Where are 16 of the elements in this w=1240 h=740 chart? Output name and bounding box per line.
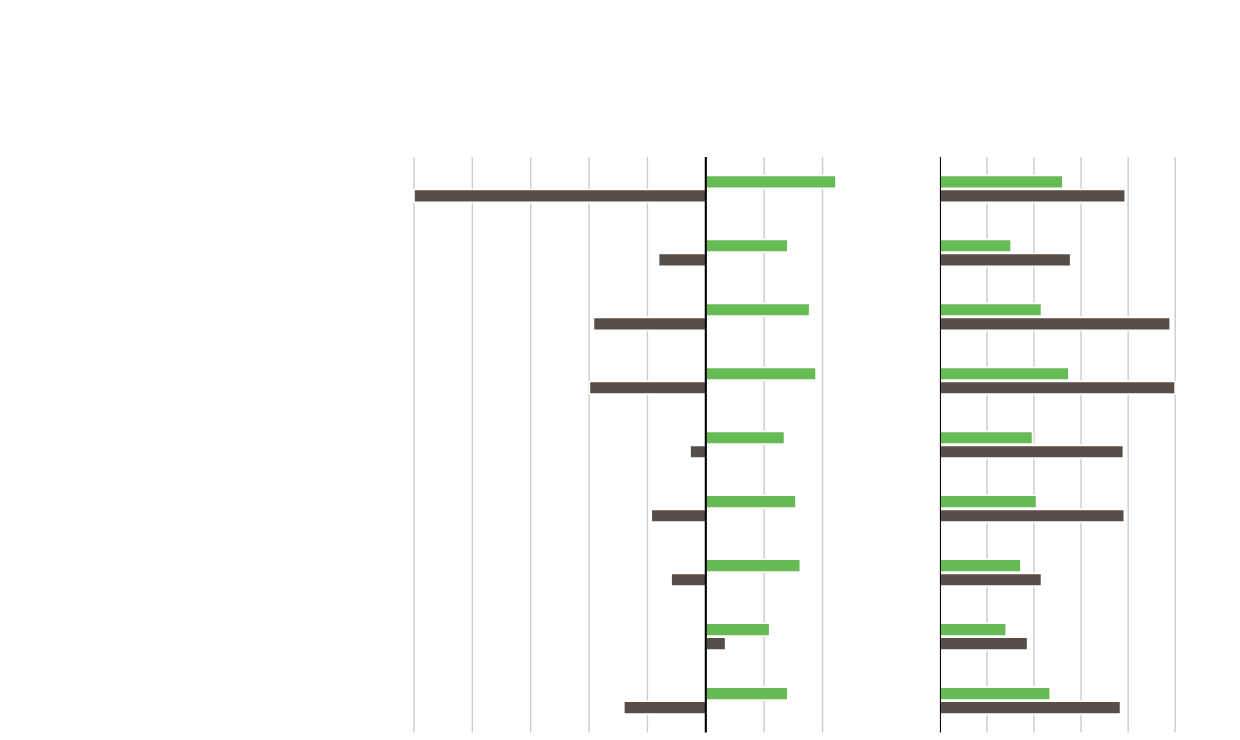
bar [704,238,789,254]
bar [704,430,786,445]
bar [704,558,802,573]
bar [622,700,707,715]
bar [650,508,707,523]
bar [704,686,789,701]
bar [704,302,811,317]
bar [413,188,707,204]
bar [704,366,817,381]
bar [657,252,707,268]
bar [588,380,707,396]
bar [689,444,707,460]
bar [592,316,707,332]
bar [704,494,797,509]
bar [670,572,707,587]
bar [704,174,837,190]
